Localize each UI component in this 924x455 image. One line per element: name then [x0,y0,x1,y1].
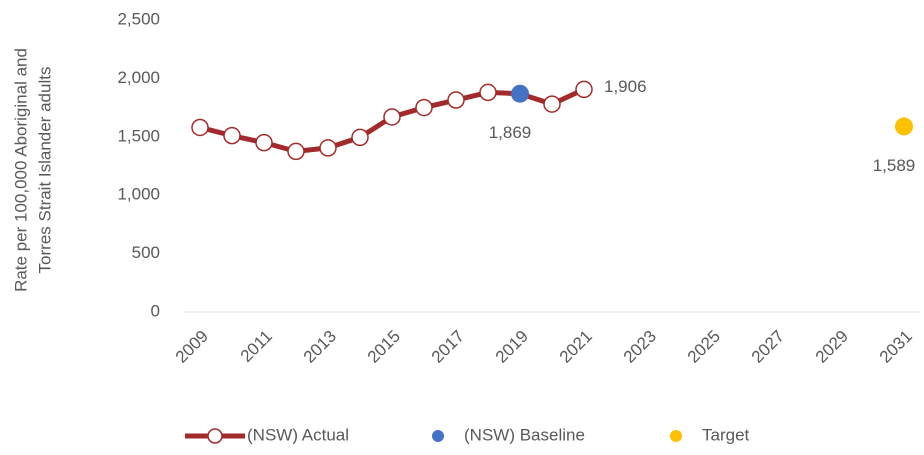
x-tick-label: 2011 [237,327,276,366]
x-tick-label: 2015 [364,327,404,367]
legend-label: (NSW) Actual [247,425,349,444]
y-tick-label: 500 [132,243,160,262]
marker [351,128,369,147]
x-tick-label: 2017 [428,327,468,367]
x-tick-label: 2029 [812,327,852,367]
marker [479,83,497,102]
y-axis-title: Torres Strait Islander adults [35,67,54,274]
x-tick-label: 2025 [684,327,724,367]
marker [319,139,337,157]
x-tick-label: 2019 [492,327,532,367]
marker [415,98,433,117]
marker [383,108,401,126]
marker [575,80,593,99]
y-tick-label: 1,000 [117,185,160,204]
x-tick-label: 2013 [300,327,340,367]
y-tick-label: 2,500 [117,9,160,28]
marker [447,91,465,109]
legend-marker [432,430,444,442]
legend-marker [207,428,223,444]
y-tick-label: 2,000 [117,68,160,87]
legend-marker [670,430,682,442]
y-axis-title: Rate per 100,000 Aboriginal and [11,48,30,292]
x-tick-label: 2027 [748,327,788,367]
data-label: 1,869 [489,123,532,142]
marker [895,117,913,136]
legend-label: (NSW) Baseline [464,425,585,444]
marker [511,84,529,103]
x-tick-label: 2021 [556,327,596,367]
x-tick-label: 2023 [620,327,660,367]
x-tick-label: 2009 [172,327,212,367]
marker [543,95,561,113]
x-tick-label: 2031 [876,327,916,367]
y-tick-label: 0 [151,301,160,320]
marker [191,118,209,137]
marker [223,126,241,145]
legend-label: Target [702,425,750,444]
data-label: 1,589 [873,156,916,175]
marker [255,133,273,152]
marker [287,142,305,161]
y-tick-label: 1,500 [117,126,160,145]
data-label: 1,906 [604,77,647,96]
